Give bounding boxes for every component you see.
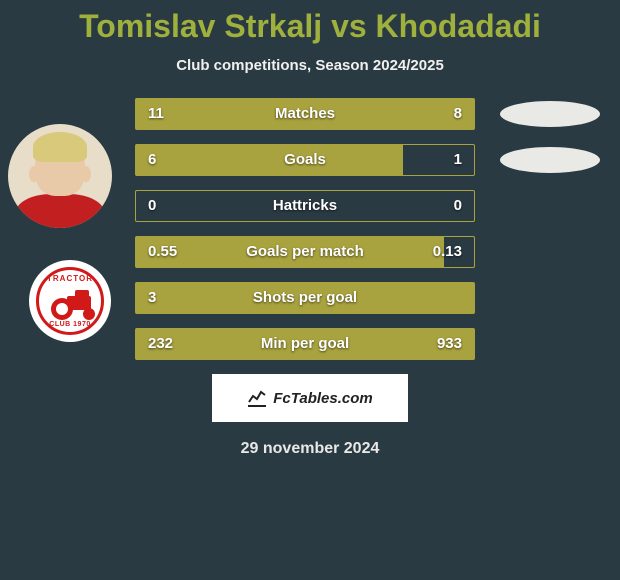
- highlight-ellipse: [500, 101, 600, 127]
- badge-text-bottom: CLUB 1970: [39, 321, 101, 328]
- stat-label: Hattricks: [135, 190, 475, 222]
- stat-label: Goals: [135, 144, 475, 176]
- stat-value-left: 0.55: [148, 236, 177, 268]
- highlight-ellipse: [500, 147, 600, 173]
- player2-name: Khodadadi: [376, 8, 541, 44]
- logo-text: FcTables.com: [273, 390, 372, 407]
- date: 29 november 2024: [0, 440, 620, 458]
- stat-value-left: 232: [148, 328, 173, 360]
- stat-value-left: 6: [148, 144, 156, 176]
- stat-value-left: 11: [148, 98, 164, 130]
- stat-value-left: 3: [148, 282, 156, 314]
- page-title: Tomislav Strkalj vs Khodadadi: [0, 0, 620, 45]
- subtitle: Club competitions, Season 2024/2025: [0, 57, 620, 74]
- stat-value-right: 8: [454, 98, 462, 130]
- fctables-logo: FcTables.com: [212, 374, 408, 422]
- badge-inner: TRACTOR CLUB 1970: [36, 267, 104, 335]
- vs-text: vs: [331, 8, 367, 44]
- stat-row: Goals per match0.55 0.13: [0, 236, 620, 268]
- chart-icon: [247, 388, 267, 408]
- stat-value-right: 1: [454, 144, 462, 176]
- player1-name: Tomislav Strkalj: [79, 8, 322, 44]
- stat-label: Goals per match: [135, 236, 475, 268]
- player1-avatar: [8, 124, 112, 228]
- stat-label: Min per goal: [135, 328, 475, 360]
- stat-value-left: 0: [148, 190, 156, 222]
- stat-value-right: 0.13: [433, 236, 462, 268]
- stat-value-right: 933: [437, 328, 462, 360]
- badge-text-top: TRACTOR: [39, 274, 101, 283]
- tractor-icon: [51, 292, 95, 320]
- avatar-image: [8, 124, 112, 228]
- stat-label: Shots per goal: [135, 282, 475, 314]
- stat-value-right: 0: [454, 190, 462, 222]
- club-badge: TRACTOR CLUB 1970: [29, 260, 111, 342]
- stat-label: Matches: [135, 98, 475, 130]
